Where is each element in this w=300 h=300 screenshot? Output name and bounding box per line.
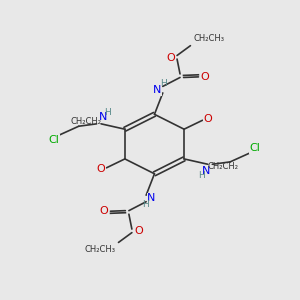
Text: N: N	[202, 166, 211, 176]
Text: Cl: Cl	[249, 143, 260, 153]
Text: N: N	[147, 193, 156, 203]
Text: O: O	[203, 114, 212, 124]
Text: H: H	[142, 200, 149, 209]
Text: CH₂CH₃: CH₂CH₃	[85, 245, 116, 254]
Text: H: H	[160, 79, 167, 88]
Text: CH₂CH₂: CH₂CH₂	[70, 117, 101, 126]
Text: N: N	[153, 85, 162, 95]
Text: H: H	[104, 108, 111, 117]
Text: O: O	[100, 206, 108, 216]
Text: CH₂CH₂: CH₂CH₂	[208, 162, 239, 171]
Text: N: N	[98, 112, 107, 122]
Text: CH₂CH₃: CH₂CH₃	[194, 34, 224, 43]
Text: Cl: Cl	[49, 135, 60, 145]
Text: O: O	[97, 164, 106, 174]
Text: O: O	[134, 226, 143, 236]
Text: O: O	[201, 72, 209, 82]
Text: H: H	[198, 171, 205, 180]
Text: O: O	[166, 52, 175, 63]
